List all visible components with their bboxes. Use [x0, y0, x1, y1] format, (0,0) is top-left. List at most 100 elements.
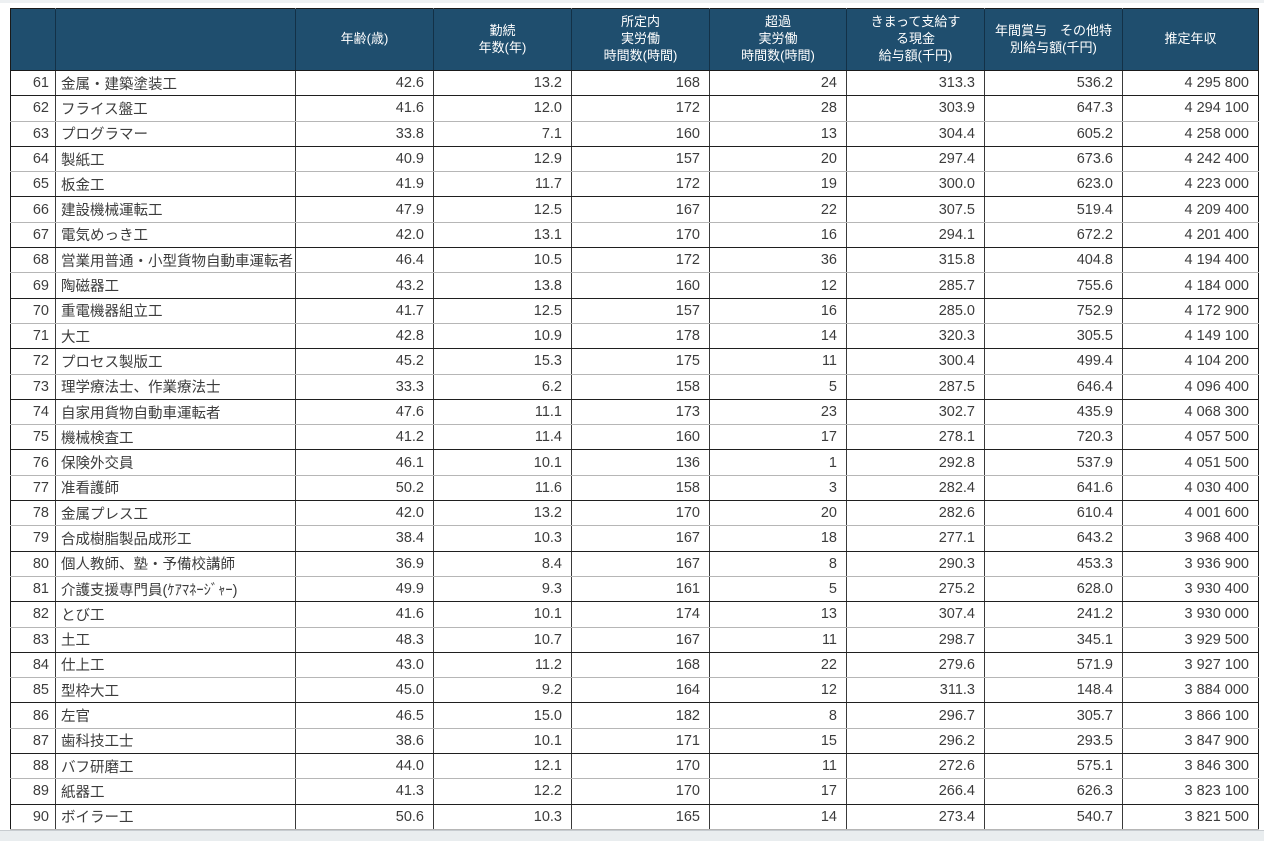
- cell-overtime_hours: 13: [709, 121, 847, 147]
- cell-monthly_pay: 315.8: [846, 247, 985, 274]
- cell-rank: 74: [10, 399, 56, 426]
- cell-age: 49.9: [295, 576, 434, 603]
- cell-bonus: 345.1: [984, 627, 1123, 653]
- cell-age: 43.2: [295, 272, 434, 299]
- table-row: 63 プログラマー 33.8 7.1 160 13 304.4 605.2 4 258 000: [10, 121, 1259, 147]
- table-row: 75 機械検査工 41.2 11.4 160 17 278.1 720.3 4 057 500: [10, 424, 1259, 451]
- cell-annual_income: 4 295 800: [1122, 70, 1259, 97]
- cell-rank: 86: [10, 702, 56, 729]
- salary-table: 年齢(歳) 勤続 年数(年) 所定内 実労働 時間数(時間) 超過 実労働 時間…: [10, 8, 1259, 830]
- cell-scheduled_hours: 161: [571, 576, 710, 603]
- cell-overtime_hours: 20: [709, 146, 847, 173]
- cell-overtime_hours: 24: [709, 70, 847, 97]
- cell-age: 40.9: [295, 146, 434, 173]
- cell-name: 准看護師: [55, 475, 296, 502]
- cell-monthly_pay: 296.2: [846, 728, 985, 755]
- cell-tenure: 10.3: [433, 525, 572, 552]
- table-row: 66 建設機械運転工 47.9 12.5 167 22 307.5 519.4 4 209 40…: [10, 196, 1259, 223]
- cell-tenure: 13.2: [433, 500, 572, 527]
- cell-overtime_hours: 20: [709, 500, 847, 527]
- cell-tenure: 10.5: [433, 247, 572, 274]
- cell-scheduled_hours: 158: [571, 475, 710, 502]
- table-body: 61 金属・建築塗装工 42.6 13.2 168 24 313.3 536.2 4 295 8…: [10, 70, 1259, 830]
- cell-age: 47.9: [295, 196, 434, 223]
- cell-age: 42.8: [295, 323, 434, 350]
- cell-tenure: 10.7: [433, 627, 572, 653]
- cell-monthly_pay: 307.4: [846, 601, 985, 628]
- cell-scheduled_hours: 160: [571, 272, 710, 299]
- cell-overtime_hours: 5: [709, 374, 847, 400]
- cell-scheduled_hours: 175: [571, 348, 710, 375]
- cell-annual_income: 4 104 200: [1122, 348, 1259, 375]
- cell-rank: 75: [10, 424, 56, 451]
- cell-age: 33.8: [295, 121, 434, 147]
- cell-tenure: 6.2: [433, 374, 572, 400]
- cell-age: 46.5: [295, 702, 434, 729]
- cell-rank: 84: [10, 652, 56, 679]
- cell-name: バフ研磨工: [55, 753, 296, 780]
- cell-overtime_hours: 8: [709, 551, 847, 577]
- column-header-overtime-hours: 超過 実労働 時間数(時間): [709, 8, 847, 71]
- cell-scheduled_hours: 157: [571, 146, 710, 173]
- cell-overtime_hours: 13: [709, 601, 847, 628]
- cell-tenure: 13.1: [433, 222, 572, 249]
- column-header-age: 年齢(歳): [295, 8, 434, 71]
- cell-monthly_pay: 313.3: [846, 70, 985, 97]
- cell-monthly_pay: 311.3: [846, 677, 985, 704]
- cell-rank: 89: [10, 778, 56, 805]
- cell-bonus: 720.3: [984, 424, 1123, 451]
- table-header: 年齢(歳) 勤続 年数(年) 所定内 実労働 時間数(時間) 超過 実労働 時間…: [10, 8, 1259, 71]
- cell-scheduled_hours: 182: [571, 702, 710, 729]
- column-header-scheduled-hours: 所定内 実労働 時間数(時間): [571, 8, 710, 71]
- cell-scheduled_hours: 160: [571, 121, 710, 147]
- cell-monthly_pay: 304.4: [846, 121, 985, 147]
- cell-annual_income: 4 201 400: [1122, 222, 1259, 249]
- cell-monthly_pay: 285.7: [846, 272, 985, 299]
- table-row: 68 営業用普通・小型貨物自動車運転者 46.4 10.5 172 36 315.8 404.…: [10, 247, 1259, 274]
- cell-tenure: 10.1: [433, 601, 572, 628]
- cell-rank: 79: [10, 525, 56, 552]
- cell-rank: 70: [10, 298, 56, 324]
- table-row: 90 ボイラー工 50.6 10.3 165 14 273.4 540.7 3 821 500: [10, 804, 1259, 830]
- cell-rank: 66: [10, 196, 56, 223]
- cell-name: とび工: [55, 601, 296, 628]
- cell-scheduled_hours: 172: [571, 95, 710, 122]
- cell-name: 個人教師、塾・予備校講師: [55, 551, 296, 577]
- table-row: 62 フライス盤工 41.6 12.0 172 28 303.9 647.3 4 294 100: [10, 95, 1259, 122]
- cell-annual_income: 4 242 400: [1122, 146, 1259, 173]
- cell-tenure: 15.0: [433, 702, 572, 729]
- cell-rank: 83: [10, 627, 56, 653]
- cell-bonus: 499.4: [984, 348, 1123, 375]
- cell-name: 営業用普通・小型貨物自動車運転者: [55, 247, 296, 274]
- cell-monthly_pay: 278.1: [846, 424, 985, 451]
- cell-monthly_pay: 294.1: [846, 222, 985, 249]
- cell-name: 自家用貨物自動車運転者: [55, 399, 296, 426]
- cell-annual_income: 4 172 900: [1122, 298, 1259, 324]
- table-row: 69 陶磁器工 43.2 13.8 160 12 285.7 755.6 4 184 000: [10, 272, 1259, 299]
- table-row: 70 重電機器組立工 41.7 12.5 157 16 285.0 752.9 4 172 90…: [10, 298, 1259, 324]
- cell-overtime_hours: 8: [709, 702, 847, 729]
- cell-age: 48.3: [295, 627, 434, 653]
- cell-rank: 87: [10, 728, 56, 755]
- cell-scheduled_hours: 168: [571, 70, 710, 97]
- cell-rank: 68: [10, 247, 56, 274]
- cell-monthly_pay: 273.4: [846, 804, 985, 830]
- table-row: 81 介護支援専門員(ｹｱﾏﾈｰｼﾞｬｰ) 49.9 9.3 161 5 275.2 628.…: [10, 576, 1259, 603]
- cell-tenure: 10.3: [433, 804, 572, 830]
- cell-scheduled_hours: 160: [571, 424, 710, 451]
- cell-bonus: 305.5: [984, 323, 1123, 350]
- cell-bonus: 536.2: [984, 70, 1123, 97]
- cell-tenure: 7.1: [433, 121, 572, 147]
- cell-tenure: 12.2: [433, 778, 572, 805]
- table-row: 83 土工 48.3 10.7 167 11 298.7 345.1 3 929 500: [10, 627, 1259, 653]
- column-header-rank: [10, 8, 56, 71]
- table-row: 80 個人教師、塾・予備校講師 36.9 8.4 167 8 290.3 453.3 3 936…: [10, 551, 1259, 577]
- cell-age: 43.0: [295, 652, 434, 679]
- cell-bonus: 755.6: [984, 272, 1123, 299]
- table-row: 61 金属・建築塗装工 42.6 13.2 168 24 313.3 536.2 4 295 8…: [10, 70, 1259, 97]
- cell-bonus: 571.9: [984, 652, 1123, 679]
- cell-bonus: 435.9: [984, 399, 1123, 426]
- cell-bonus: 519.4: [984, 196, 1123, 223]
- column-header-tenure: 勤続 年数(年): [433, 8, 572, 71]
- cell-scheduled_hours: 172: [571, 247, 710, 274]
